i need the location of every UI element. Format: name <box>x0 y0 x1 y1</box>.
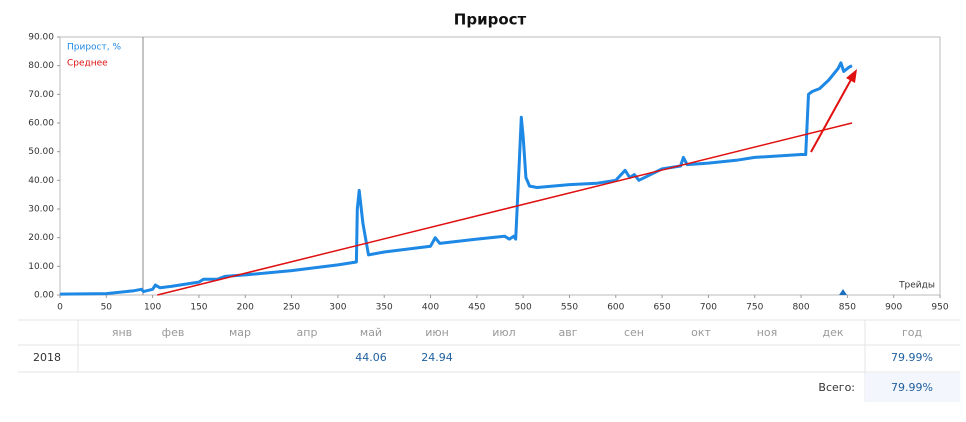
plot <box>59 61 853 296</box>
column-header: окт <box>691 326 711 339</box>
series-line <box>59 61 853 296</box>
column-header: май <box>360 326 382 339</box>
plot-frame <box>59 36 941 296</box>
column-header: мар <box>229 326 251 339</box>
total-cell <box>865 373 960 402</box>
total-label: Всего: <box>818 381 855 394</box>
x-tick-label: 500 <box>515 303 532 313</box>
x-tick-label: 250 <box>283 303 300 313</box>
x-tick-label: 950 <box>931 303 948 313</box>
legend-label: Прирост, % <box>67 43 121 53</box>
position-marker <box>839 289 847 295</box>
x-tick-label: 400 <box>422 303 439 313</box>
x-tick-label: 100 <box>144 303 161 313</box>
x-tick-label: 700 <box>700 303 717 313</box>
x-tick-label: 0 <box>57 303 63 313</box>
column-header: год <box>902 326 923 339</box>
row-label: 2018 <box>33 351 61 364</box>
x-axis-label: Трейды <box>898 281 935 291</box>
x-tick-label: 150 <box>190 303 207 313</box>
y-tick-label: 90.00 <box>28 33 54 43</box>
x-tick-label: 800 <box>792 303 809 313</box>
x-tick-label: 200 <box>237 303 254 313</box>
column-header: авг <box>558 326 577 339</box>
x-tick-label: 850 <box>839 303 856 313</box>
column-header: дек <box>822 326 843 339</box>
trend-arrow-head <box>846 69 857 83</box>
y-tick-label: 30.00 <box>28 205 54 215</box>
x-tick-label: 650 <box>654 303 671 313</box>
x-tick-label: 750 <box>746 303 763 313</box>
column-header: апр <box>297 326 318 339</box>
y-tick-label: 60.00 <box>28 119 54 129</box>
x-tick-label: 600 <box>607 303 624 313</box>
column-header: янв <box>112 326 132 339</box>
table: янв фев мар апр май июн июл авг сен окт ноя дек год 2… <box>18 319 960 402</box>
y-tick-label: 0.00 <box>34 291 54 301</box>
y-tick-label: 50.00 <box>28 147 54 157</box>
x-tick-label: 50 <box>101 303 113 313</box>
x-tick-label: 900 <box>885 303 902 313</box>
x-tick-label: 450 <box>468 303 485 313</box>
y-tick-label: 10.00 <box>28 262 54 272</box>
column-header: фев <box>162 326 185 339</box>
column-header: сен <box>624 326 644 339</box>
y-tick-label: 40.00 <box>28 176 54 186</box>
cell: 24.94 <box>421 351 453 364</box>
y-tick-label: 80.00 <box>28 61 54 71</box>
cell: 44.06 <box>355 351 387 364</box>
x-tick-label: 350 <box>376 303 393 313</box>
trend-arrow <box>810 75 854 153</box>
column-header: июн <box>425 326 449 339</box>
y-tick-label: 20.00 <box>28 233 54 243</box>
chart-title: Прирост <box>454 11 527 29</box>
total-value: 79.99% <box>891 381 933 394</box>
column-header: июл <box>492 326 515 339</box>
x-tick-label: 550 <box>561 303 578 313</box>
column-header: ноя <box>757 326 778 339</box>
y-tick-label: 70.00 <box>28 90 54 100</box>
legend-label: Среднее <box>67 59 108 69</box>
x-tick-label: 300 <box>329 303 346 313</box>
cell: 79.99% <box>891 351 933 364</box>
series-line <box>157 122 853 296</box>
